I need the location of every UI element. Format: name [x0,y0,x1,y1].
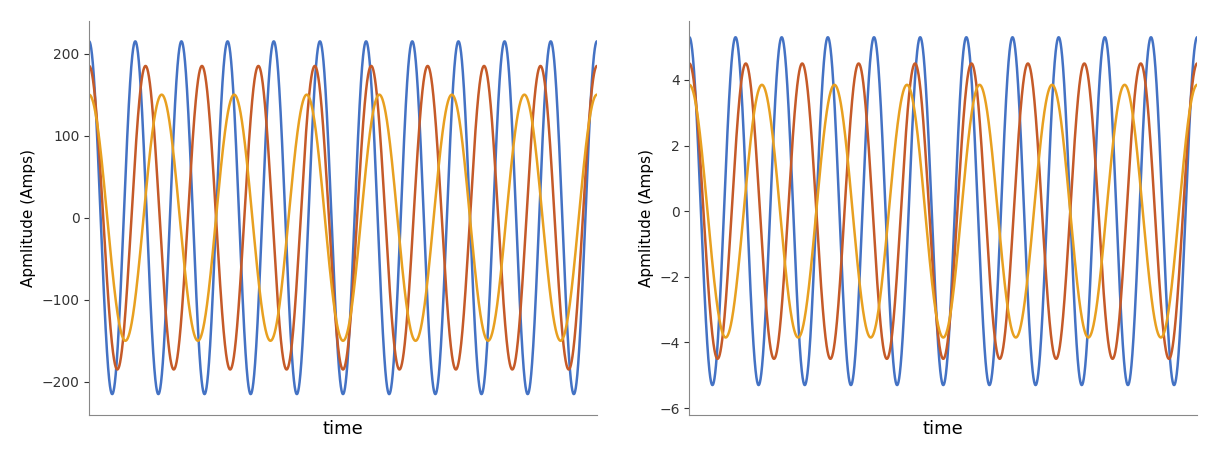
X-axis label: time: time [923,420,963,438]
Y-axis label: Apmlitude (Amps): Apmlitude (Amps) [638,149,654,287]
X-axis label: time: time [323,420,363,438]
Y-axis label: Apmlitude (Amps): Apmlitude (Amps) [21,149,35,287]
